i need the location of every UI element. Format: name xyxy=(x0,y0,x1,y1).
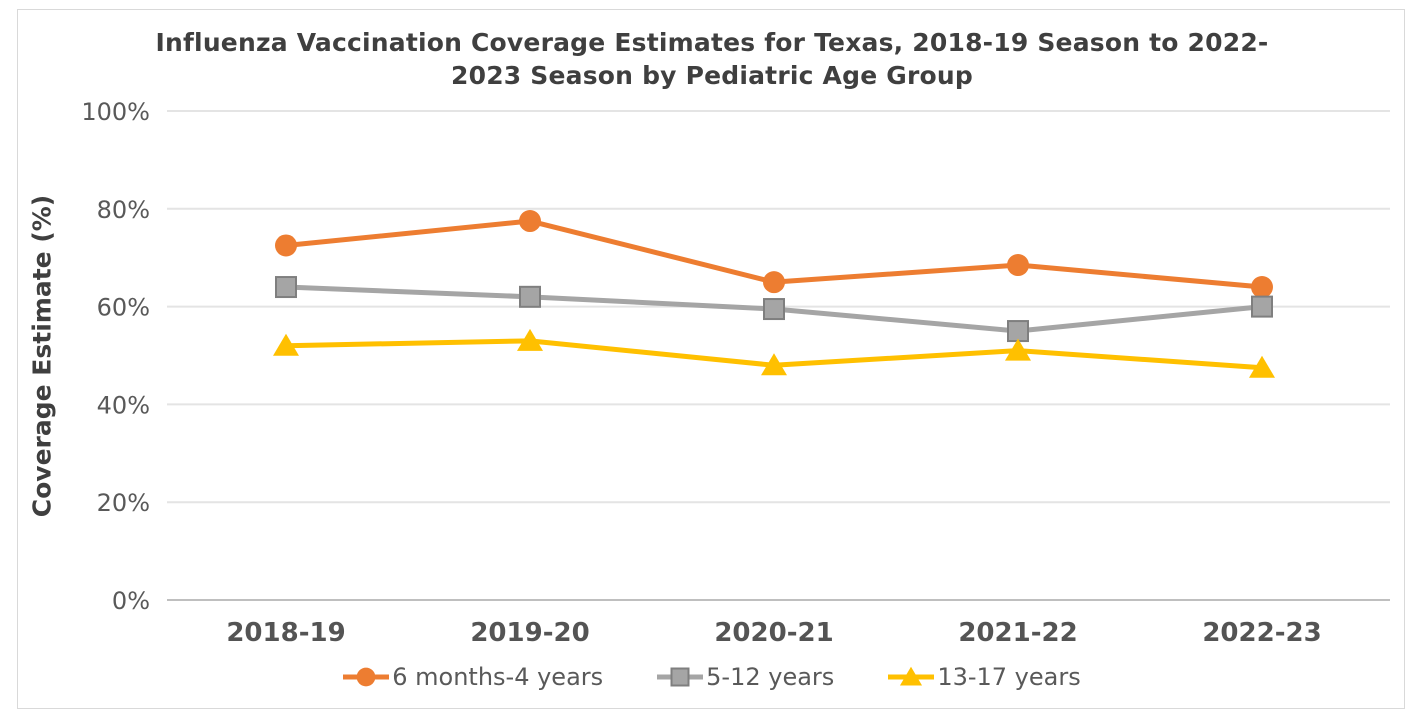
y-tick-label: 40% xyxy=(97,391,150,419)
data-point-marker-circle xyxy=(519,210,541,233)
data-point-marker-triangle xyxy=(900,666,923,686)
legend-item-5-12-years: 5-12 years xyxy=(657,663,834,691)
chart-title-line-1: Influenza Vaccination Coverage Estimates… xyxy=(155,28,1269,57)
data-point-marker-circle xyxy=(275,234,297,257)
data-point-marker-square xyxy=(519,285,541,308)
x-tick-label: 2022-23 xyxy=(1202,618,1321,648)
chart-title: Influenza Vaccination Coverage Estimates… xyxy=(18,26,1406,92)
y-tick-label: 60% xyxy=(97,294,150,322)
legend-item-6-months-4-years: 6 months-4 years xyxy=(343,663,603,691)
data-point-marker-circle xyxy=(1251,276,1273,299)
data-point-marker-square xyxy=(1251,295,1273,318)
legend-label: 6 months-4 years xyxy=(392,663,604,691)
data-point-marker-square xyxy=(670,667,690,687)
series-13-17-years xyxy=(273,328,1275,378)
data-point-marker-triangle xyxy=(1249,355,1275,378)
legend-item-13-17-years: 13-17 years xyxy=(888,663,1081,691)
x-tick-label: 2019-20 xyxy=(470,618,589,648)
data-point-marker-triangle xyxy=(761,353,787,376)
data-point-marker-triangle xyxy=(1005,338,1031,361)
x-tick-label: 2020-21 xyxy=(714,618,833,648)
data-point-marker-square xyxy=(275,276,297,299)
legend-circle-marker-icon xyxy=(343,667,390,687)
chart-title-line-2: 2023 Season by Pediatric Age Group xyxy=(451,61,973,90)
data-point-marker-circle xyxy=(356,667,376,687)
data-point-marker-square xyxy=(763,298,785,321)
y-tick-label: 100% xyxy=(81,98,150,126)
data-point-marker-triangle xyxy=(273,333,299,356)
legend-triangle-marker-icon xyxy=(888,666,935,686)
data-point-marker-triangle xyxy=(517,328,543,351)
legend-label: 5-12 years xyxy=(706,663,835,691)
data-point-marker-circle xyxy=(1007,254,1029,277)
x-tick-label: 2021-22 xyxy=(958,618,1077,648)
chart-legend: 6 months-4 years 5-12 years 13-17 years xyxy=(18,663,1406,691)
y-tick-label: 0% xyxy=(112,587,150,615)
legend-label: 13-17 years xyxy=(937,663,1081,691)
series-5-12-years xyxy=(275,276,1273,343)
data-point-marker-square xyxy=(1007,320,1029,343)
x-tick-label: 2018-19 xyxy=(226,618,345,648)
y-tick-label: 20% xyxy=(97,489,150,517)
data-point-marker-circle xyxy=(763,271,785,294)
y-tick-label: 80% xyxy=(97,196,150,224)
series-6-months-4-years xyxy=(275,210,1273,299)
legend-square-marker-icon xyxy=(657,667,704,687)
